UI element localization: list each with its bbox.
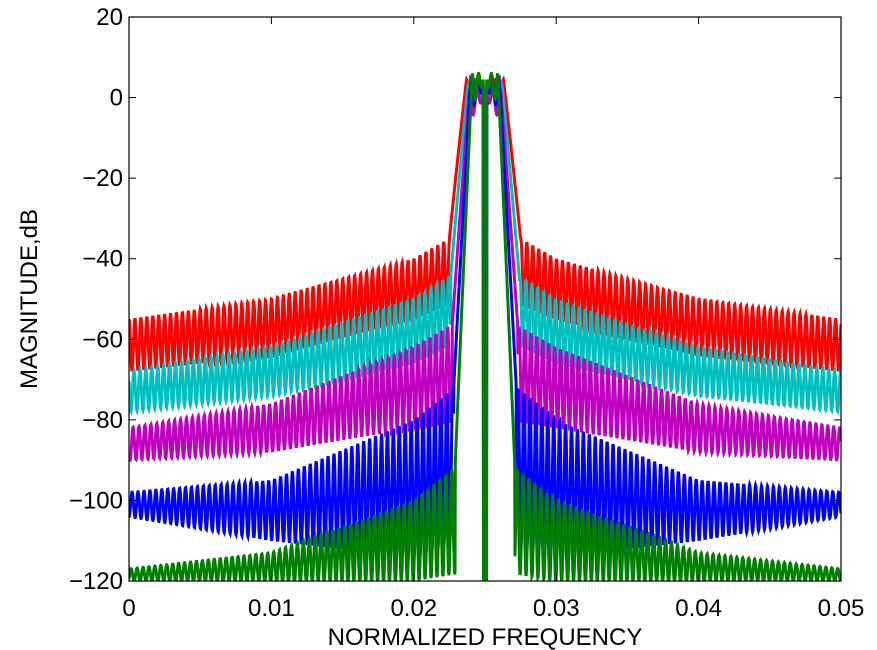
- series-layer: [129, 71, 841, 581]
- x-tick-label: 0: [122, 595, 135, 622]
- series-line-4: [129, 74, 841, 581]
- series-line-1: [129, 74, 841, 581]
- y-tick-label: −20: [82, 165, 123, 192]
- x-tick-label: 0.02: [390, 595, 437, 622]
- x-tick-label: 0.05: [818, 595, 865, 622]
- y-axis-label: MAGNITUDE,dB: [16, 209, 43, 389]
- y-tick-label: −60: [82, 326, 123, 353]
- plot-frame: [128, 16, 842, 582]
- x-tick-label: 0.04: [675, 595, 722, 622]
- series-line-2: [129, 80, 841, 581]
- tick-labels-layer: 0 0.01 0.02 0.03 0.04 0.05 20 0 −20 −40 −60 −80 −100…: [69, 4, 864, 622]
- x-axis-label: NORMALIZED FREQUENCY: [328, 624, 643, 650]
- y-tick-label: −100: [69, 487, 123, 514]
- x-tick-label: 0.01: [248, 595, 295, 622]
- series-line-5: [129, 71, 841, 581]
- y-tick-label: −80: [82, 407, 123, 434]
- x-tick-label: 0.03: [533, 595, 580, 622]
- ticks-layer: [128, 16, 842, 582]
- y-tick-label: −40: [82, 246, 123, 273]
- y-tick-label: 20: [96, 4, 123, 31]
- series-line-3: [129, 85, 841, 581]
- y-tick-label: −120: [69, 568, 123, 595]
- y-tick-label: 0: [110, 85, 123, 112]
